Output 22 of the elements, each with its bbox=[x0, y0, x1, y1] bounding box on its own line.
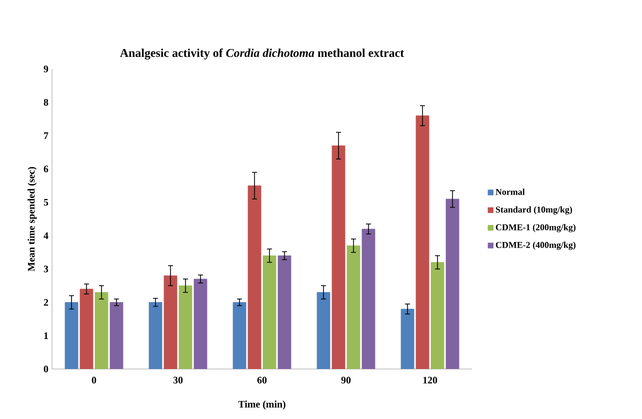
y-tick-label: 1 bbox=[44, 332, 48, 339]
legend-label: Standard (10mg/kg) bbox=[496, 206, 572, 215]
legend-label: CDME-1 (200mg/kg) bbox=[496, 224, 576, 232]
x-tick-label: 30 bbox=[173, 376, 183, 384]
y-tick-label: 3 bbox=[44, 266, 48, 272]
legend-label: Normal bbox=[496, 188, 525, 195]
x-axis-title: Time (min) bbox=[238, 400, 286, 410]
y-tick-label: 9 bbox=[44, 66, 48, 72]
x-tick-label: 120 bbox=[423, 376, 438, 384]
y-tick-label: 2 bbox=[44, 299, 48, 306]
x-tick-label: 90 bbox=[341, 376, 351, 384]
y-tick-label: 7 bbox=[44, 132, 48, 139]
y-tick-label: 5 bbox=[44, 199, 48, 206]
y-tick-label: 8 bbox=[44, 98, 48, 106]
legend-label: CDME-2 (400mg/kg) bbox=[496, 242, 576, 250]
y-axis-title: Mean time spended (sec) bbox=[28, 167, 37, 272]
y-tick-label: 4 bbox=[44, 232, 48, 239]
x-tick-label: 0 bbox=[92, 376, 96, 384]
chart-title: Analgesic activity of Cordia dichotoma methanol extract bbox=[120, 48, 404, 60]
x-tick-label: 60 bbox=[257, 376, 267, 384]
y-tick-label: 0 bbox=[44, 366, 48, 372]
y-tick-label: 6 bbox=[44, 166, 48, 172]
